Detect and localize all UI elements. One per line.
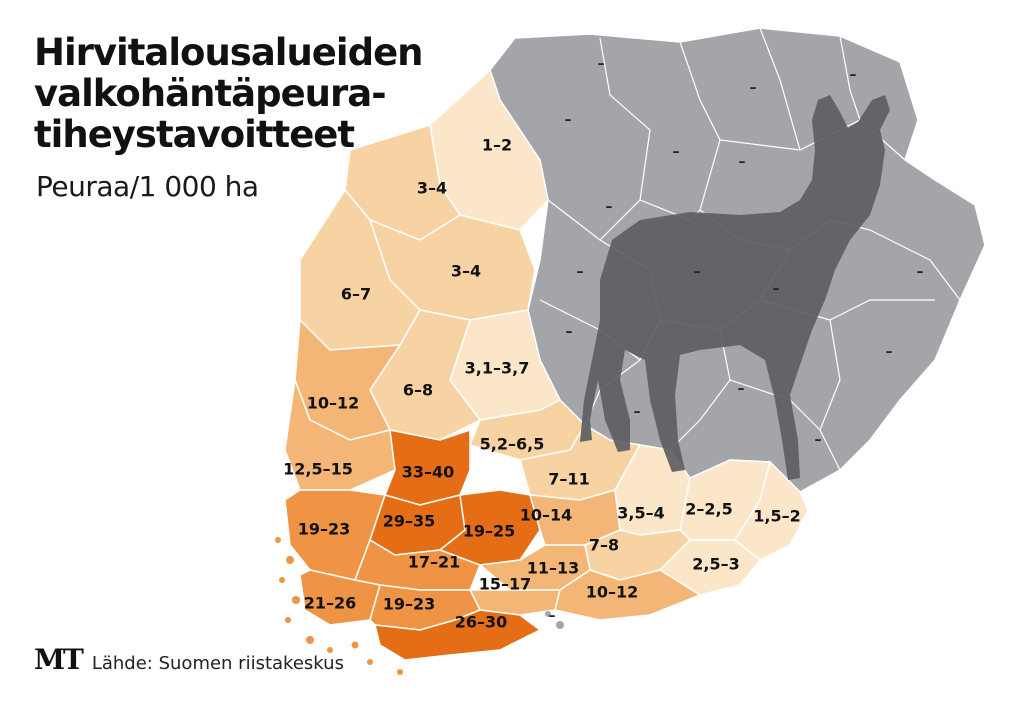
- region-label: 29–35: [382, 511, 436, 531]
- region-label: 3–4: [450, 261, 482, 281]
- region-label: 6–8: [402, 380, 434, 400]
- region-label: 10–12: [306, 393, 360, 413]
- region-label: 1,5–2: [753, 506, 801, 526]
- source-credit: Lähde: Suomen riistakeskus: [91, 653, 344, 674]
- no-target-dash: –: [633, 404, 641, 420]
- region-label: 19–23: [297, 519, 351, 539]
- map-subtitle: Peuraa/1 000 ha: [36, 170, 259, 203]
- region-polygons: [284, 68, 809, 661]
- no-target-dash: –: [749, 80, 757, 96]
- region-label: 6–7: [340, 284, 372, 304]
- title-line-3: tiheystavoitteet: [34, 113, 355, 156]
- title-line-2: valkohäntäpeura-: [34, 72, 387, 115]
- no-target-dash: –: [605, 199, 613, 215]
- no-target-dash: –: [597, 56, 605, 72]
- no-target-dash: –: [738, 154, 746, 170]
- region-label: 2,5–3: [692, 554, 740, 574]
- region-label: 26–30: [454, 612, 508, 632]
- no-target-dash: –: [548, 608, 556, 624]
- no-target-dash: –: [916, 264, 924, 280]
- region-label: 3,1–3,7: [464, 358, 530, 378]
- no-target-dash: –: [885, 344, 893, 360]
- region-shape-r26: [554, 569, 702, 621]
- no-target-dash: –: [814, 432, 822, 448]
- no-target-dash: –: [565, 324, 573, 340]
- region-label: 11–13: [526, 558, 580, 578]
- archipelago: [275, 512, 564, 675]
- footer: MT Lähde: Suomen riistakeskus: [34, 643, 344, 676]
- region-shape-r18: [734, 460, 809, 561]
- region-label: 1–2: [481, 135, 513, 155]
- region-label: 10–12: [585, 582, 639, 602]
- no-target-dash: –: [849, 67, 857, 83]
- no-target-dash: –: [772, 281, 780, 297]
- region-label: 21–26: [303, 593, 357, 613]
- mt-logo: MT: [34, 643, 84, 676]
- no-target-dash: –: [693, 264, 701, 280]
- region-label: 3,5–4: [617, 503, 665, 523]
- title-line-1: Hirvitalousalueiden: [34, 31, 424, 74]
- region-label: 17–21: [407, 552, 461, 572]
- deer-silhouette: [580, 95, 890, 480]
- region-label: 3–4: [416, 178, 448, 198]
- region-label: 7–11: [548, 469, 590, 489]
- region-label: 33–40: [401, 462, 455, 482]
- region-label: 19–25: [462, 521, 516, 541]
- region-label: 2–2,5: [685, 499, 733, 519]
- region-label: 15–17: [478, 574, 532, 594]
- no-target-dash: –: [564, 112, 572, 128]
- no-target-dash: –: [737, 381, 745, 397]
- region-label: 19–23: [382, 594, 436, 614]
- no-target-dash: –: [672, 144, 680, 160]
- region-label: 10–14: [519, 505, 573, 525]
- region-label: 7–8: [588, 535, 620, 555]
- no-target-dash: –: [576, 264, 584, 280]
- region-label: 12,5–15: [283, 459, 353, 479]
- region-label: 5,2–6,5: [479, 434, 545, 454]
- map-title: Hirvitalousalueiden valkohäntäpeura- tih…: [34, 31, 424, 156]
- region-shape-r27: [374, 609, 542, 661]
